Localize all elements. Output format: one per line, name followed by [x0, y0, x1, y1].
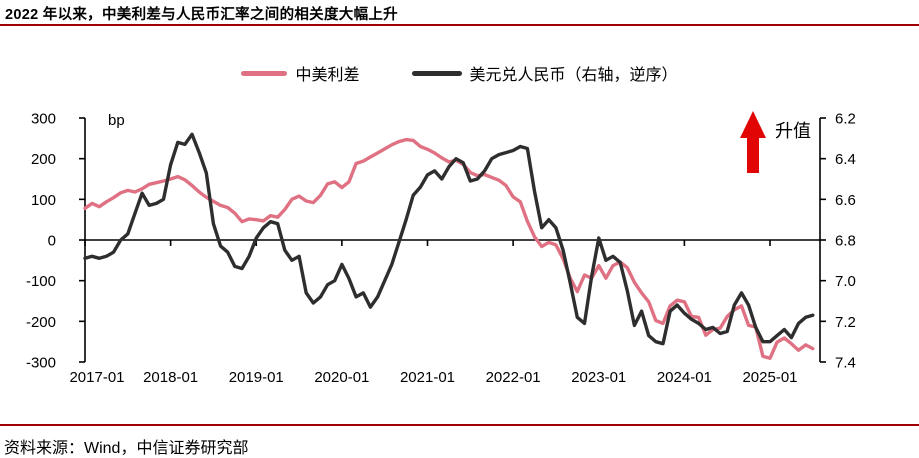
x-axis-tick-label: 2023-01	[571, 369, 626, 386]
x-axis-tick-label: 2018-01	[143, 369, 198, 386]
appreciation-arrow-icon	[740, 111, 766, 173]
left-axis-tick-label: 0	[48, 233, 56, 250]
x-axis-tick-label: 2019-01	[229, 369, 284, 386]
right-axis-tick-label: 7.0	[835, 273, 856, 290]
title-divider	[0, 24, 919, 26]
x-axis-tick-label: 2022-01	[486, 369, 541, 386]
legend-label-spread: 中美利差	[295, 67, 360, 84]
left-axis-tick-label: -200	[26, 314, 56, 331]
left-axis-tick-label: 200	[31, 151, 56, 168]
left-axis-tick-label: -300	[26, 355, 56, 372]
right-axis-tick-label: 7.2	[835, 314, 856, 331]
spread-line-swatch-icon	[241, 70, 288, 76]
spread-line-series	[83, 137, 815, 360]
source-note: 资料来源：Wind，中信证券研究部	[4, 440, 249, 457]
legend-label-fx: 美元兑人民币（右轴，逆序）	[469, 67, 678, 84]
left-axis-tick-label: 300	[31, 111, 56, 128]
x-axis-tick-label: 2025-01	[742, 369, 797, 386]
right-axis-tick-label: 6.4	[835, 151, 856, 168]
left-axis-unit-label: bp	[108, 112, 125, 129]
legend: 中美利差 美元兑人民币（右轴，逆序）	[0, 61, 919, 85]
chart-title: 2022 年以来，中美利差与人民币汇率之间的相关度大幅上升	[5, 7, 398, 23]
right-axis-tick-label: 6.8	[835, 233, 856, 250]
right-axis-tick-label: 6.2	[835, 111, 856, 128]
x-axis-tick-label: 2021-01	[400, 369, 455, 386]
fx-line-swatch-icon	[411, 70, 462, 76]
x-axis-tick-label: 2017-01	[69, 369, 124, 386]
footer-divider	[0, 424, 919, 426]
right-axis-tick-label: 7.4	[835, 355, 856, 372]
x-axis-tick-label: 2024-01	[657, 369, 712, 386]
left-axis-tick-label: 100	[31, 192, 56, 209]
left-axis-tick-label: -100	[26, 273, 56, 290]
legend-item-fx: 美元兑人民币（右轴，逆序）	[411, 61, 678, 85]
appreciation-label: 升值	[775, 121, 811, 141]
right-axis-tick-label: 6.6	[835, 192, 856, 209]
x-axis-tick-label: 2020-01	[314, 369, 369, 386]
legend-item-spread: 中美利差	[241, 61, 360, 85]
fx-line-series	[83, 132, 815, 346]
